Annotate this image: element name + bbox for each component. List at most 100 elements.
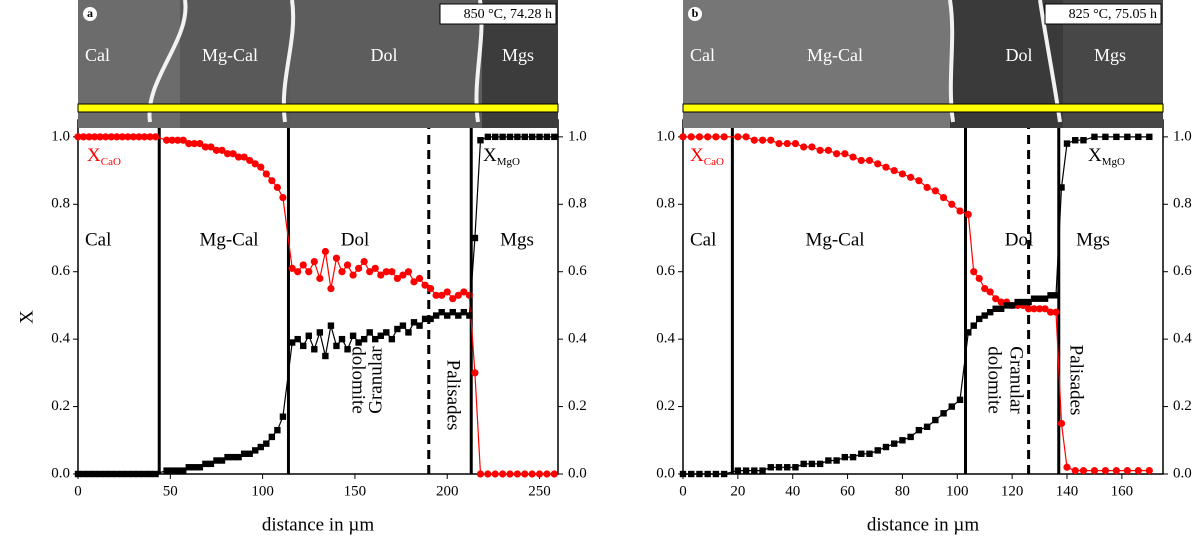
data-point [720,470,728,478]
data-point [484,133,492,141]
data-point [874,447,881,454]
data-point [800,143,808,151]
data-point [185,140,193,148]
data-point [687,133,695,141]
data-point [471,369,479,377]
data-point [246,450,253,457]
data-point [294,335,301,343]
panel-letter: b [692,6,699,20]
data-point [432,291,440,299]
region-annotation: Cal [690,229,716,250]
data-point [343,261,352,269]
data-point [940,410,947,417]
data-point [695,133,704,141]
y2-tick-label: 0.2 [568,398,587,414]
data-point [751,467,758,474]
data-point [499,470,507,478]
image-condition-label: 850 °C, 74.28 h [464,7,552,22]
data-point [975,274,983,283]
data-point [460,288,468,296]
data-point [327,284,335,293]
data-point [1063,140,1071,147]
data-point [279,413,287,420]
data-point [1112,467,1120,475]
data-point [163,136,171,144]
data-point [1052,308,1060,316]
data-point [410,319,418,326]
data-point [696,470,703,478]
data-point [1101,467,1109,475]
x-tick-label: 40 [785,483,800,499]
data-point [399,322,407,329]
data-point [202,460,209,468]
region-annotation: Mgs [500,229,534,250]
data-point [107,133,115,141]
data-point [311,346,318,353]
data-point [218,457,226,464]
data-point [102,470,109,478]
data-point [388,268,396,276]
data-point [923,423,931,430]
region-annotation: Dol [341,229,370,250]
data-point [455,312,462,319]
data-point [932,416,939,424]
data-point [1072,137,1079,144]
x-tick-label: 150 [344,483,367,499]
data-point [535,470,544,478]
data-point [273,183,281,192]
series-label: XMgO [483,145,520,167]
data-point [1036,295,1043,302]
y2-tick-label: 0.6 [1173,263,1192,279]
data-point [956,396,964,404]
data-point [91,133,99,141]
data-point [252,447,259,454]
data-point [438,308,445,316]
data-point [712,470,720,478]
y2-tick-label: 0.0 [568,465,587,481]
data-point [355,264,363,272]
x-tick-label: 160 [1111,483,1134,499]
data-point [310,258,318,266]
data-point [449,308,456,316]
data-point [235,153,243,161]
data-point [185,464,192,471]
data-point [371,264,379,272]
data-point [415,274,424,283]
data-point [135,133,143,141]
series-line [683,136,1150,475]
data-point [965,329,972,336]
data-point [235,453,242,461]
series-label: XCaO [690,145,724,167]
data-point [96,470,104,478]
data-point [80,470,87,478]
data-point [898,170,907,178]
data-point [1019,298,1027,306]
data-point [349,271,357,279]
data-point [1124,133,1131,141]
data-point [679,133,687,141]
data-point [550,470,558,478]
data-point [279,193,287,202]
data-point [229,453,237,461]
data-point [688,470,695,478]
region-annotation: Mg-Cal [199,229,258,250]
data-point [783,140,791,148]
data-point [201,143,209,151]
data-point [1046,308,1055,316]
data-point [775,140,783,148]
data-point [543,133,551,141]
data-point [288,264,296,272]
x-tick-label: 50 [163,483,178,499]
data-point [460,308,468,316]
data-point [108,470,115,478]
y-axis-label: X [16,310,37,324]
data-point [874,160,882,168]
data-point [129,133,137,141]
image-region-label: Cal [85,45,110,65]
data-point [355,339,362,346]
data-point [791,140,800,148]
data-point [750,136,758,144]
data-point [268,177,276,185]
data-point [997,298,1005,306]
data-point [915,426,923,434]
